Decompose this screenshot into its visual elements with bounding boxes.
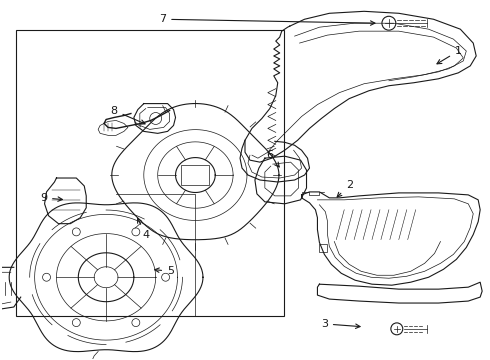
Text: 5: 5: [155, 266, 174, 276]
Text: 7: 7: [159, 14, 375, 25]
Text: 2: 2: [337, 180, 353, 197]
Text: 6: 6: [266, 150, 279, 167]
Text: 3: 3: [321, 319, 360, 329]
Text: 1: 1: [437, 46, 462, 64]
Text: 9: 9: [40, 193, 62, 203]
Text: 8: 8: [110, 105, 145, 124]
Text: 4: 4: [138, 218, 149, 239]
